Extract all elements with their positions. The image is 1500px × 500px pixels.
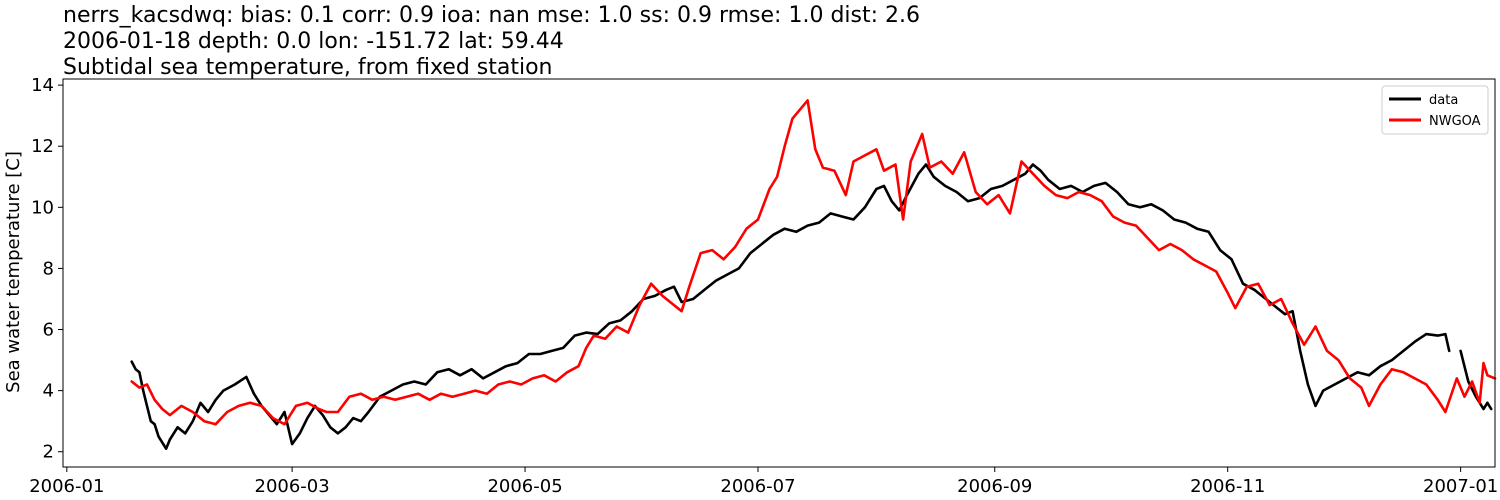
legend: data NWGOA [1381,85,1489,135]
y-axis-ticks: 2 4 6 8 10 12 14 [31,75,63,463]
plot-frame [62,78,1496,468]
chart-title-line-3: Subtidal sea temperature, from fixed sta… [63,55,553,80]
y-tick-label: 4 [43,381,54,402]
y-tick-label: 10 [31,197,54,218]
x-tick-label: 2006-03 [255,476,330,497]
legend-label-data: data [1429,93,1458,108]
y-tick-label: 12 [31,136,54,157]
plot-area [62,78,1497,468]
x-tick-label: 2006-11 [1190,476,1265,497]
legend-label-nwgoa: NWGOA [1429,114,1481,129]
x-tick-label: 2007-01 [1423,476,1498,497]
x-tick-label: 2006-05 [487,476,562,497]
y-tick-label: 8 [43,258,54,279]
y-tick-label: 2 [43,442,54,463]
series-line-nwgoa [130,99,1497,426]
y-axis-label: Sea water temperature [C] [3,151,24,393]
x-axis-ticks: 2006-01 2006-03 2006-05 2006-07 2006-09 2006-… [29,467,1498,497]
x-tick-label: 2006-09 [957,476,1032,497]
y-tick-label: 14 [31,75,54,96]
y-tick-label: 6 [43,320,54,341]
x-tick-label: 2006-01 [29,476,104,497]
series-layer [130,99,1497,450]
chart-title-line-2: 2006-01-18 depth: 0.0 lon: -151.72 lat: … [63,29,564,54]
x-tick-label: 2006-07 [720,476,795,497]
chart-title-line-1: nerrs_kacsdwq: bias: 0.1 corr: 0.9 ioa: … [63,3,920,28]
